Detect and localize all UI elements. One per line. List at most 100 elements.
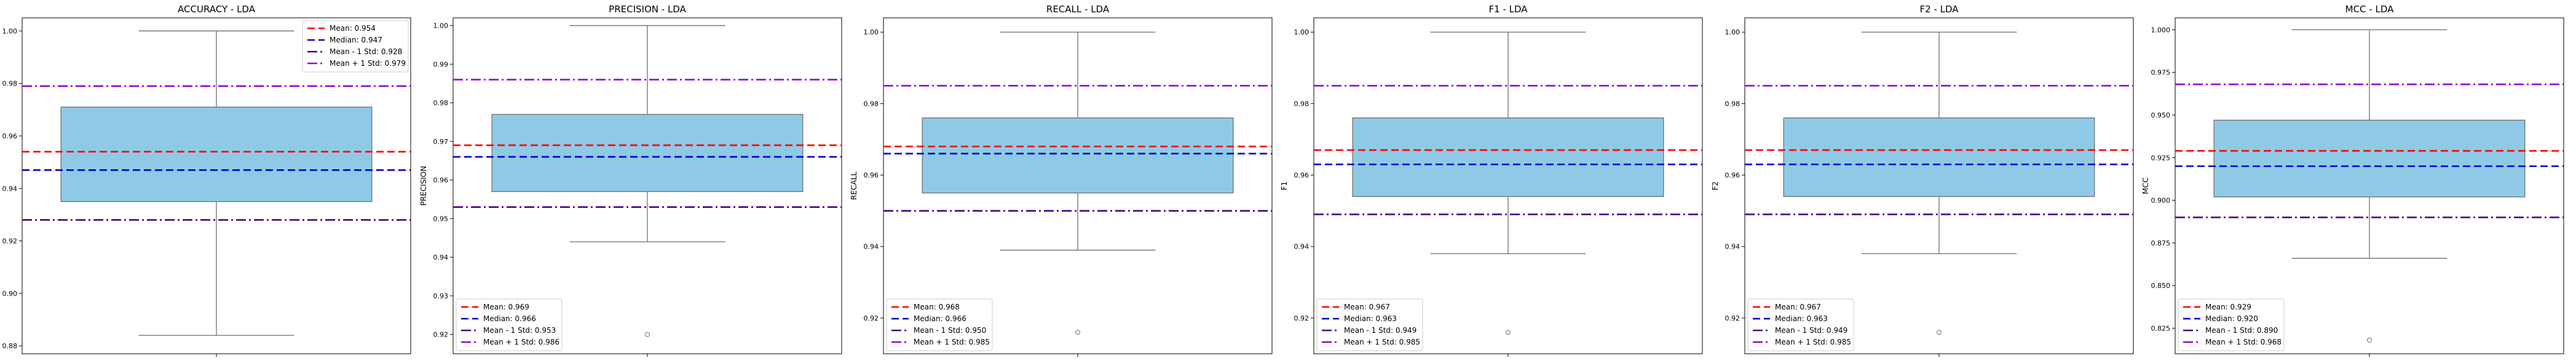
y-axis-label: F1 [1280,182,1289,191]
legend-entry: Mean: 0.929 [2205,303,2251,311]
y-tick-label: 1.00 [2,27,18,35]
legend: Mean: 0.967 Median: 0.963 Mean - 1 Std: 0.… [1747,298,1854,351]
outlier-point [1937,330,1942,335]
y-tick-label: 0.92 [1294,314,1310,322]
y-axis-label: RECALL [850,172,858,200]
y-tick-label: 1.00 [1725,28,1740,36]
y-tick-label: 0.98 [864,100,879,108]
chart-title: RECALL - LDA [1046,4,1110,15]
legend-entry: Mean + 1 Std: 0.986 [483,338,559,346]
y-tick-label: 0.98 [2,80,18,88]
chart-panel-2: PRECISION - LDA PRECISION 0.92 0.93 0.94 0.95… [419,4,842,357]
y-tick-label: 0.94 [864,243,879,251]
chart-panel-3: RECALL - LDA RECALL 0.92 0.94 0.96 0.98 1.00 Me… [850,4,1273,357]
legend-entry: Mean - 1 Std: 0.890 [2205,326,2278,335]
legend-box [1316,298,1423,351]
legend-entry: Mean - 1 Std: 0.950 [914,326,986,335]
y-tick-label: 0.900 [2151,197,2171,205]
y-tick-label: 0.90 [2,290,18,298]
legend-entry: Mean: 0.954 [330,24,376,33]
y-tick-label: 0.96 [1294,172,1310,180]
y-tick-label: 0.99 [433,60,449,68]
box-iqr [922,117,1234,194]
box-iqr [60,106,373,202]
legend-entry: Mean: 0.967 [1775,303,1821,311]
legend-entry: Median: 0.966 [914,314,966,323]
y-tick-label: 0.92 [2,237,18,245]
legend-entry: Mean - 1 Std: 0.949 [1775,326,1847,335]
legend-entry: Median: 0.920 [2205,314,2258,323]
legend-box [456,298,563,351]
y-tick-label: 0.92 [1725,314,1740,322]
legend-entry: Mean + 1 Std: 0.985 [1775,338,1851,346]
y-tick-label: 0.94 [2,185,18,193]
y-tick-label: 0.96 [433,177,449,185]
legend-entry: Median: 0.963 [1344,314,1397,323]
y-tick-label: 1.000 [2151,26,2171,34]
y-tick-label: 0.98 [433,99,449,107]
chart-title: F2 - LDA [1919,4,1959,15]
box-iqr [1352,117,1664,197]
y-tick-label: 0.96 [864,172,879,180]
legend: Mean: 0.967 Median: 0.963 Mean - 1 Std: 0.… [1316,298,1423,351]
y-axis-label: F2 [1711,182,1720,191]
legend-entry: Mean + 1 Std: 0.985 [914,338,990,346]
legend-entry: Median: 0.947 [330,36,382,44]
chart-panel-5: F2 - LDA F2 0.92 0.94 0.96 0.98 1.00 Mean: 0.96… [1711,4,2134,357]
legend-box [2178,298,2285,351]
y-tick-label: 0.875 [2151,239,2171,247]
legend-box [886,298,993,351]
y-tick-label: 0.98 [1725,100,1740,108]
legend: Mean: 0.968 Median: 0.966 Mean - 1 Std: 0.… [886,298,993,351]
legend-entry: Mean - 1 Std: 0.928 [330,47,402,56]
legend: Mean: 0.954 Median: 0.947 Mean - 1 Std: 0.… [302,20,409,73]
legend: Mean: 0.929 Median: 0.920 Mean - 1 Std: 0.… [2178,298,2285,351]
legend-entry: Mean: 0.968 [914,303,960,311]
box-iqr [2213,119,2526,197]
legend-entry: Mean - 1 Std: 0.949 [1344,326,1416,335]
legend: Mean: 0.969 Median: 0.966 Mean - 1 Std: 0.… [456,298,563,351]
y-tick-label: 1.00 [1294,28,1310,36]
y-tick-label: 0.98 [1294,100,1310,108]
y-tick-label: 0.94 [1294,243,1310,251]
outlier-point [645,332,650,337]
legend-entry: Mean: 0.969 [483,303,529,311]
y-tick-label: 1.00 [864,28,879,36]
outlier-point [2367,337,2372,343]
y-tick-label: 0.88 [2,342,18,350]
outlier-point [1506,330,1511,335]
y-tick-label: 0.850 [2151,282,2171,290]
legend-entry: Mean + 1 Std: 0.968 [2205,338,2282,346]
y-axis-label: PRECISION [419,166,428,206]
legend-box [302,20,409,73]
y-tick-label: 0.94 [433,253,449,261]
y-tick-label: 0.92 [433,331,449,339]
box-iqr [1783,117,2095,197]
chart-title: MCC - LDA [2345,4,2394,15]
chart-title: PRECISION - LDA [609,4,686,15]
y-tick-label: 0.94 [1725,243,1740,251]
chart-panel-6: MCC - LDA MCC 0.825 0.850 0.875 0.900 0.925 0.9… [2141,4,2564,357]
y-tick-label: 0.975 [2151,69,2171,77]
legend-entry: Mean: 0.967 [1344,303,1390,311]
y-tick-label: 1.00 [433,22,449,30]
legend-entry: Mean + 1 Std: 0.985 [1344,338,1420,346]
chart-title: F1 - LDA [1488,4,1528,15]
y-tick-label: 0.95 [433,215,449,223]
y-tick-label: 0.96 [2,132,18,140]
y-tick-label: 0.97 [433,138,449,146]
legend-entry: Median: 0.966 [483,314,536,323]
y-tick-label: 0.92 [864,314,879,322]
y-tick-label: 0.950 [2151,111,2171,119]
y-tick-label: 0.93 [433,292,449,300]
legend-box [1747,298,1854,351]
box-iqr [491,114,804,193]
chart-title: ACCURACY - LDA [178,4,256,15]
chart-panel-1: ACCURACY - LDAACCURACY0.880.900.920.940.… [2,4,411,357]
y-tick-label: 0.96 [1725,172,1740,180]
y-axis-label: MCC [2141,177,2150,194]
chart-panel-4: F1 - LDA F1 0.92 0.94 0.96 0.98 1.00 Mean: 0.96… [1280,4,1703,357]
y-tick-label: 0.925 [2151,154,2171,162]
legend-entry: Mean - 1 Std: 0.953 [483,326,556,335]
